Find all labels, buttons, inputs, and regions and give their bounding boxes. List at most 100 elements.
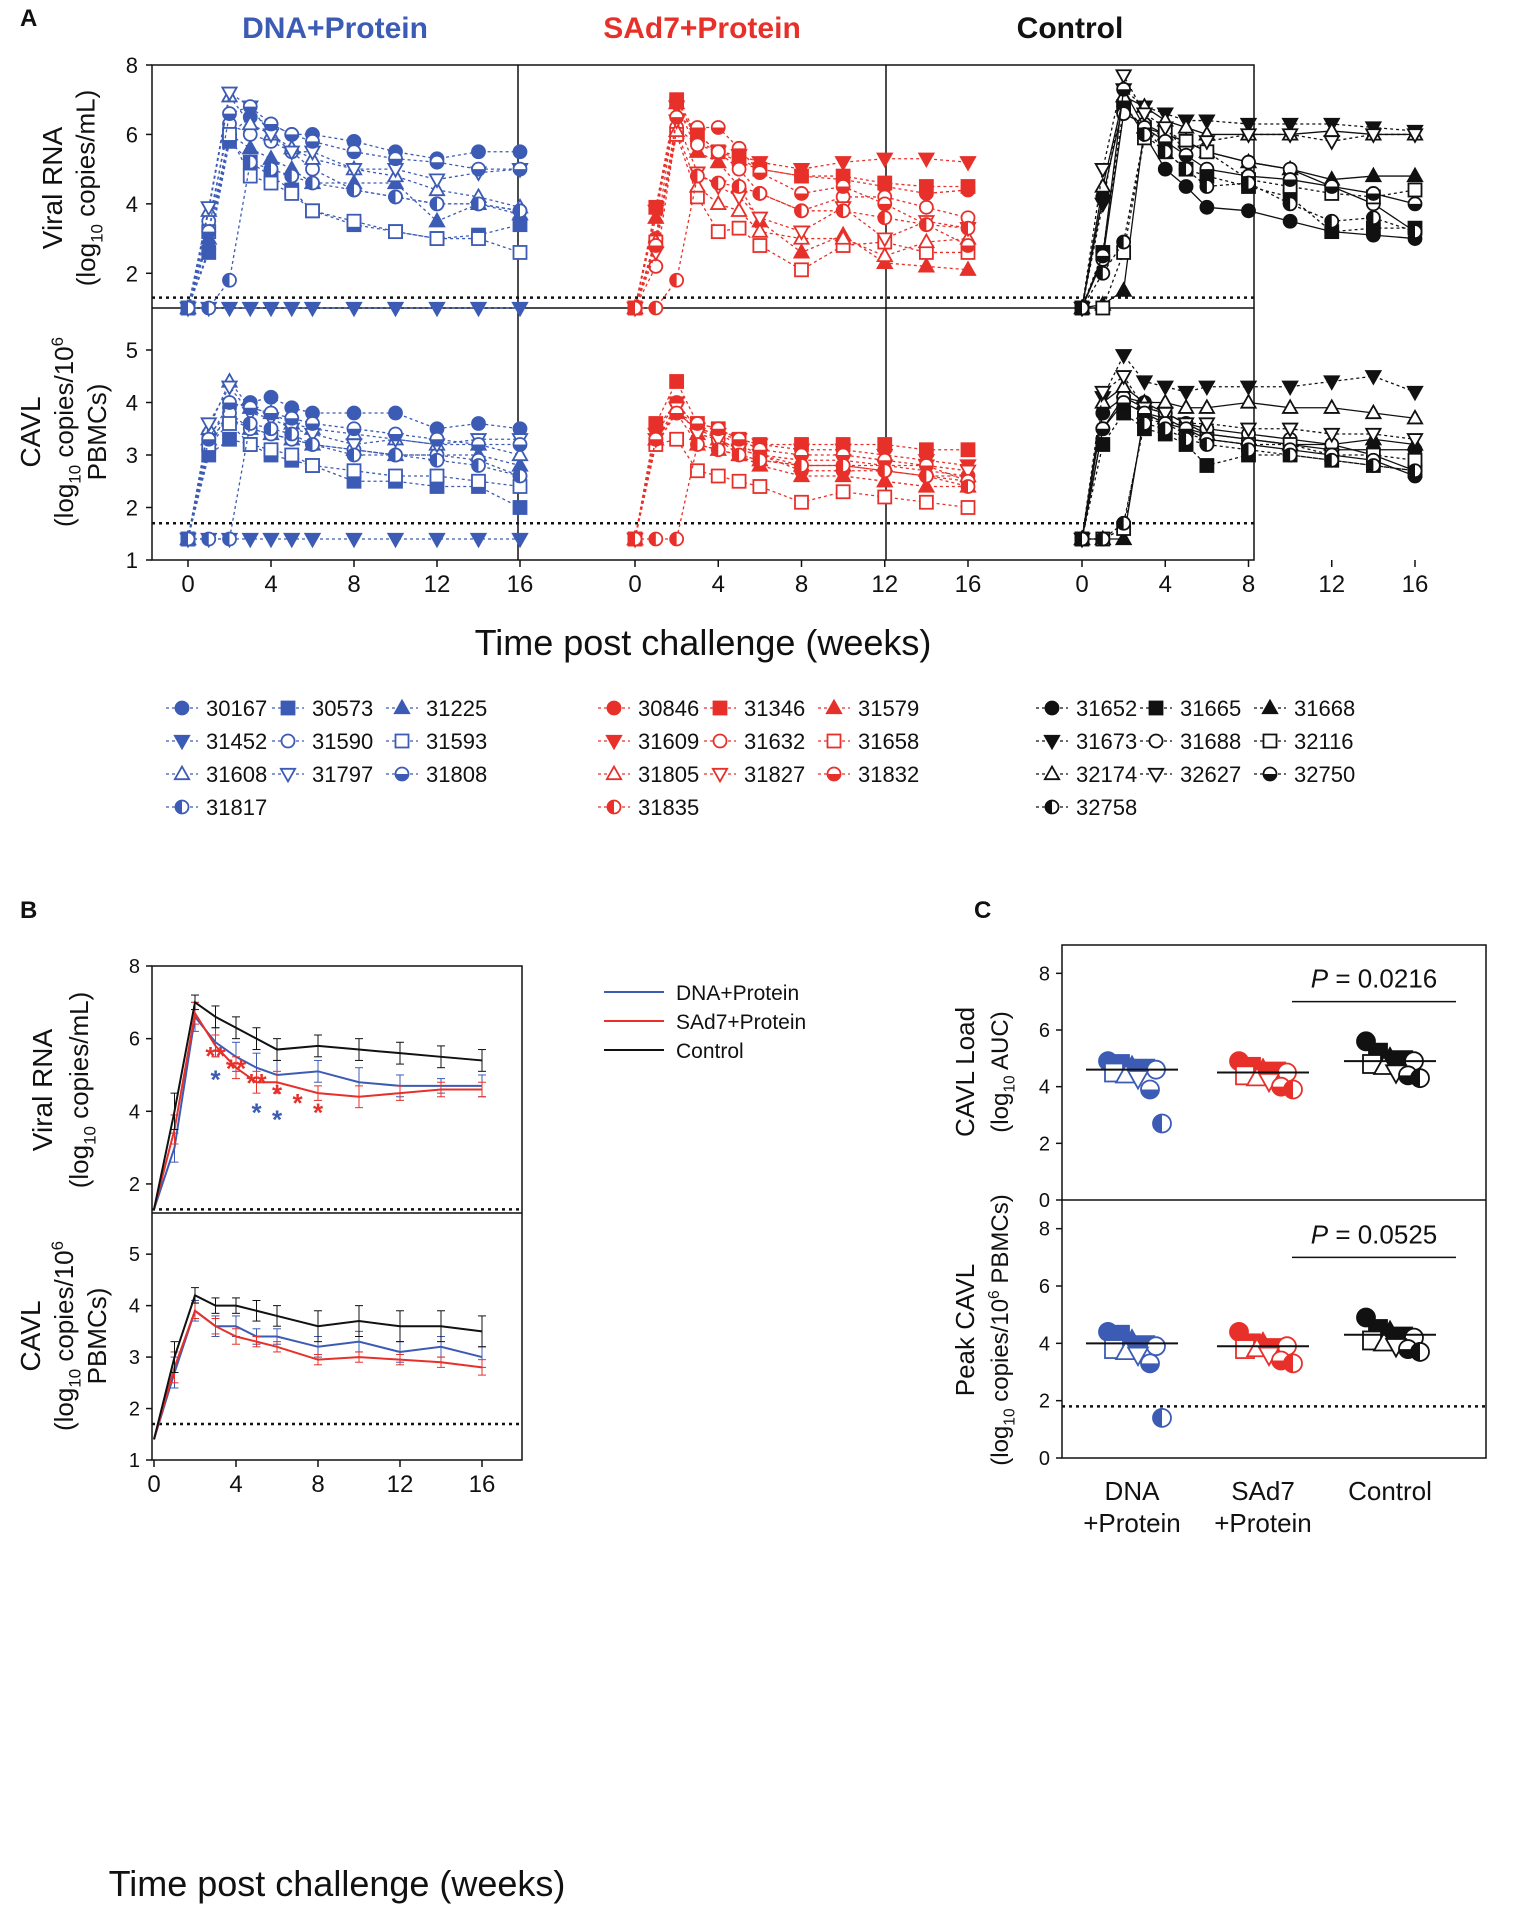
panel-label-a: A	[20, 5, 37, 32]
label-part: PBMCs)	[987, 1194, 1014, 1290]
label-part: copies/10	[49, 346, 79, 465]
data-point-half	[285, 427, 292, 441]
legend-marker	[1147, 767, 1165, 784]
data-point-half	[919, 469, 927, 483]
data-point	[918, 217, 934, 233]
x-tick-label: 16	[507, 571, 534, 598]
legend-label: 30573	[312, 696, 373, 721]
data-point	[429, 231, 445, 246]
legend-item: 31652	[1036, 696, 1137, 721]
p-number: = 0.0216	[1328, 964, 1437, 994]
data-point	[918, 468, 934, 484]
y-tick-label: 8	[1039, 963, 1050, 985]
legend-marker	[712, 733, 728, 749]
series-line	[187, 385, 520, 540]
data-point	[918, 179, 934, 194]
data-point	[876, 152, 894, 169]
data-point	[512, 437, 528, 452]
data-point-half	[1242, 443, 1249, 457]
data-point	[1116, 515, 1132, 531]
data-point	[1365, 458, 1381, 473]
data-point	[1116, 234, 1132, 250]
data-point	[511, 301, 529, 318]
data-point-half	[1408, 203, 1422, 211]
data-point	[1323, 375, 1341, 391]
data-point	[512, 500, 528, 515]
scatter-point	[1283, 1353, 1303, 1374]
legend-marker	[606, 799, 622, 815]
data-point	[1241, 154, 1256, 170]
y-tick-label: 2	[129, 1174, 140, 1196]
series-line	[634, 100, 969, 309]
data-point	[428, 211, 446, 228]
data-point	[731, 473, 747, 489]
significance-star: *	[251, 1097, 262, 1127]
scatter-point	[1283, 1079, 1303, 1100]
data-point	[471, 231, 486, 246]
data-point-half	[649, 301, 656, 315]
data-point	[200, 417, 218, 433]
scatter-group	[1344, 1031, 1436, 1089]
data-point	[1281, 380, 1299, 397]
legend-item: 31608	[166, 762, 267, 787]
legend-item-b: Control	[604, 1040, 744, 1063]
data-point	[1114, 377, 1133, 393]
x-tick-label: 12	[424, 571, 451, 598]
scatter-point	[1410, 1068, 1430, 1089]
scatter-group	[1086, 1051, 1178, 1134]
scatter-point	[1140, 1079, 1160, 1100]
legend-item: 31805	[598, 762, 699, 787]
data-point-half	[347, 183, 354, 197]
x-tick-label: 8	[347, 571, 360, 598]
data-point	[242, 400, 258, 416]
y-axis-label-rna: Viral RNA	[37, 126, 68, 249]
mean-series-rna	[153, 994, 486, 1210]
data-point	[1116, 395, 1132, 410]
data-point	[669, 272, 685, 288]
x-tick-label: 4	[1159, 571, 1172, 598]
legend-label: 31632	[744, 729, 805, 754]
label-part: (log	[987, 1426, 1014, 1466]
x-tick-label: 8	[795, 571, 808, 598]
legend-label: 31805	[638, 762, 699, 787]
legend-marker	[394, 733, 410, 749]
legend-label: DNA+Protein	[676, 982, 799, 1005]
data-point	[731, 431, 747, 447]
data-point-half	[285, 418, 299, 425]
label-part: 10	[65, 465, 84, 484]
data-point	[1406, 166, 1424, 183]
data-point	[201, 431, 217, 447]
scatter-point	[1410, 1342, 1430, 1362]
data-point	[1406, 385, 1424, 402]
significance-star: **	[246, 1068, 267, 1098]
label-part: PBMCs)	[82, 1288, 112, 1385]
data-point	[1199, 458, 1215, 473]
y-axis-label-cavl-text: PBMCs)	[82, 384, 112, 481]
legend-label: 31668	[1294, 696, 1355, 721]
x-tick-label: 8	[311, 1471, 324, 1498]
legend-label: 31665	[1180, 696, 1241, 721]
legend-item: 30846	[598, 696, 699, 721]
data-point-half	[753, 186, 760, 200]
data-point-half	[1283, 197, 1291, 211]
y-axis-label-cavl-b-text: (log10 copies/106	[48, 1241, 84, 1431]
data-point	[1135, 375, 1154, 391]
data-point	[428, 301, 446, 318]
data-point-half	[243, 106, 257, 114]
scatter-point	[1126, 1070, 1150, 1091]
data-point	[1364, 427, 1383, 444]
data-point-half	[670, 273, 677, 287]
data-point	[346, 405, 362, 421]
data-point	[471, 196, 486, 212]
group-title: Control	[1017, 12, 1124, 45]
category-label: +Protein	[1214, 1508, 1312, 1538]
y-tick-label: 6	[1039, 1276, 1050, 1298]
data-point-half	[961, 245, 975, 253]
y-tick-label: 8	[126, 53, 138, 78]
data-point-half	[836, 186, 850, 193]
data-point-half	[285, 134, 299, 141]
data-point	[647, 204, 665, 221]
y-tick-label: 1	[129, 1450, 140, 1472]
data-point	[428, 173, 446, 189]
x-tick-label: 4	[229, 1471, 242, 1498]
